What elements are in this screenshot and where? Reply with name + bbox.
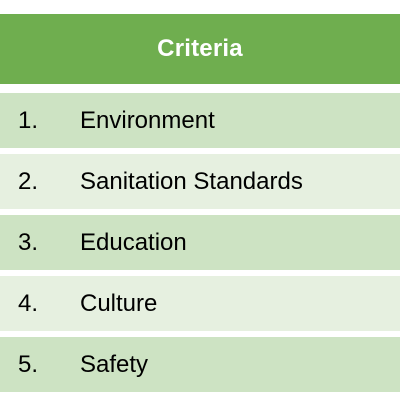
table-row: 3. Education bbox=[0, 212, 400, 270]
table-row: 4. Culture bbox=[0, 273, 400, 331]
row-number: 2. bbox=[18, 167, 39, 195]
row-number: 3. bbox=[18, 228, 39, 256]
row-label: Culture bbox=[80, 289, 158, 317]
row-number: 1. bbox=[18, 106, 39, 134]
row-label: Safety bbox=[80, 350, 149, 378]
row-label: Sanitation Standards bbox=[80, 167, 303, 195]
table-row: 1. Environment bbox=[0, 90, 400, 148]
row-number: 5. bbox=[18, 350, 39, 378]
row-label: Environment bbox=[80, 106, 215, 134]
table-row: 5. Safety bbox=[0, 334, 400, 392]
table-header: Criteria bbox=[0, 14, 400, 84]
row-number: 4. bbox=[18, 289, 39, 317]
table-header-title: Criteria bbox=[157, 35, 243, 62]
table-row: 2. Sanitation Standards bbox=[0, 151, 400, 209]
row-label: Education bbox=[80, 228, 187, 256]
